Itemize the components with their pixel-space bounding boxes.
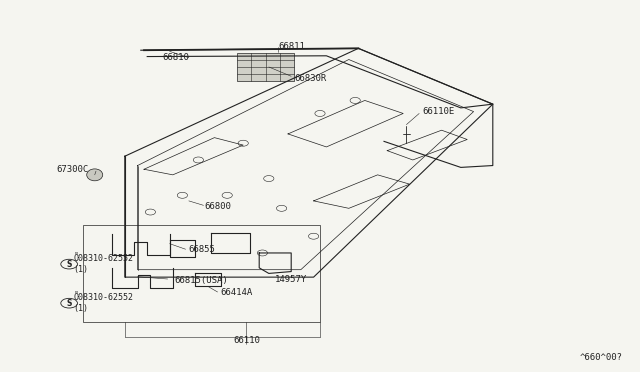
Text: 67300C: 67300C xyxy=(56,165,88,174)
Polygon shape xyxy=(237,53,294,81)
Text: 66414A: 66414A xyxy=(221,288,253,296)
Ellipse shape xyxy=(87,169,102,181)
Text: 66110E: 66110E xyxy=(422,107,454,116)
Text: S: S xyxy=(67,299,72,308)
Text: 66800: 66800 xyxy=(205,202,232,211)
Text: 66110: 66110 xyxy=(233,336,260,345)
Text: 66815(USA): 66815(USA) xyxy=(174,276,228,285)
Text: ^660^00?: ^660^00? xyxy=(580,353,623,362)
Text: 66811: 66811 xyxy=(278,42,305,51)
Text: Õ08310-62552
(1): Õ08310-62552 (1) xyxy=(74,254,134,274)
Text: 66830R: 66830R xyxy=(294,74,326,83)
Text: 66810: 66810 xyxy=(162,53,189,62)
Text: Õ08310-62552
(1): Õ08310-62552 (1) xyxy=(74,294,134,313)
Text: S: S xyxy=(67,260,72,269)
Text: 14957Y: 14957Y xyxy=(275,275,307,284)
Text: 66855: 66855 xyxy=(189,245,216,254)
